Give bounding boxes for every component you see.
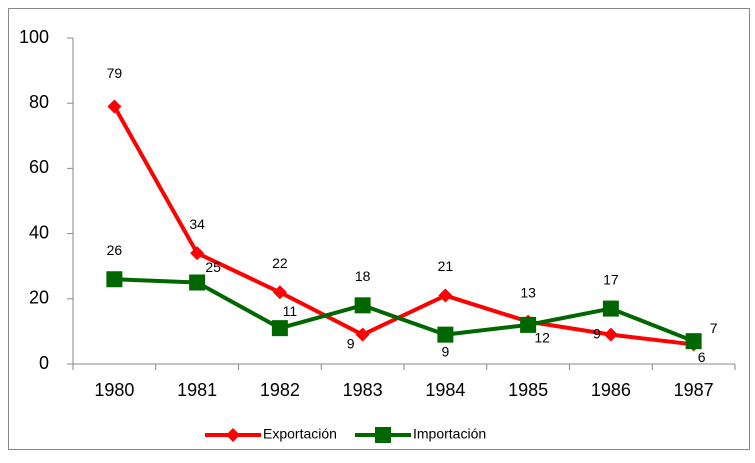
x-tick-label: 1982	[260, 380, 300, 400]
legend-marker	[226, 428, 240, 442]
point	[106, 271, 123, 288]
data-label: 9	[593, 325, 601, 341]
data-label: 18	[355, 268, 371, 284]
y-tick-label: 40	[29, 222, 49, 242]
point	[685, 333, 702, 350]
x-tick-label: 1983	[343, 380, 383, 400]
data-label: 6	[698, 349, 706, 365]
data-label: 21	[438, 258, 454, 274]
x-tick-label: 1984	[425, 380, 465, 400]
y-tick-label: 100	[19, 27, 49, 47]
data-label: 13	[520, 284, 536, 300]
chart-border	[8, 8, 750, 450]
point	[602, 300, 619, 317]
data-label: 7	[710, 320, 718, 336]
y-tick-label: 0	[39, 353, 49, 373]
point	[438, 288, 453, 303]
data-label: 12	[534, 330, 550, 346]
data-label: 79	[107, 65, 123, 81]
series-line	[114, 277, 695, 344]
point	[107, 99, 122, 114]
data-label: 9	[347, 335, 355, 351]
point	[272, 285, 287, 300]
data-label: 26	[107, 242, 123, 258]
x-tick-label: 1980	[94, 380, 134, 400]
data-label: 34	[189, 216, 205, 232]
point	[190, 246, 205, 261]
x-tick-label: 1987	[674, 380, 714, 400]
point	[189, 274, 206, 291]
data-label: 17	[603, 271, 619, 287]
y-tick-label: 80	[29, 92, 49, 112]
x-tick-label: 1985	[508, 380, 548, 400]
point	[520, 316, 537, 333]
legend-label: Exportación	[263, 426, 337, 442]
x-tick-label: 1986	[591, 380, 631, 400]
point	[603, 327, 618, 342]
point	[271, 320, 288, 337]
data-label: 22	[272, 255, 288, 271]
x-tick-label: 1981	[177, 380, 217, 400]
legend-marker	[375, 427, 391, 443]
y-tick-label: 20	[29, 288, 49, 308]
point	[355, 327, 370, 342]
point	[437, 326, 454, 343]
data-label: 9	[441, 343, 449, 359]
point	[354, 297, 371, 314]
y-tick-label: 60	[29, 157, 49, 177]
data-label: 25	[205, 259, 221, 275]
series-line	[112, 105, 694, 347]
legend-label: Importación	[413, 426, 486, 442]
data-label: 11	[283, 303, 298, 319]
